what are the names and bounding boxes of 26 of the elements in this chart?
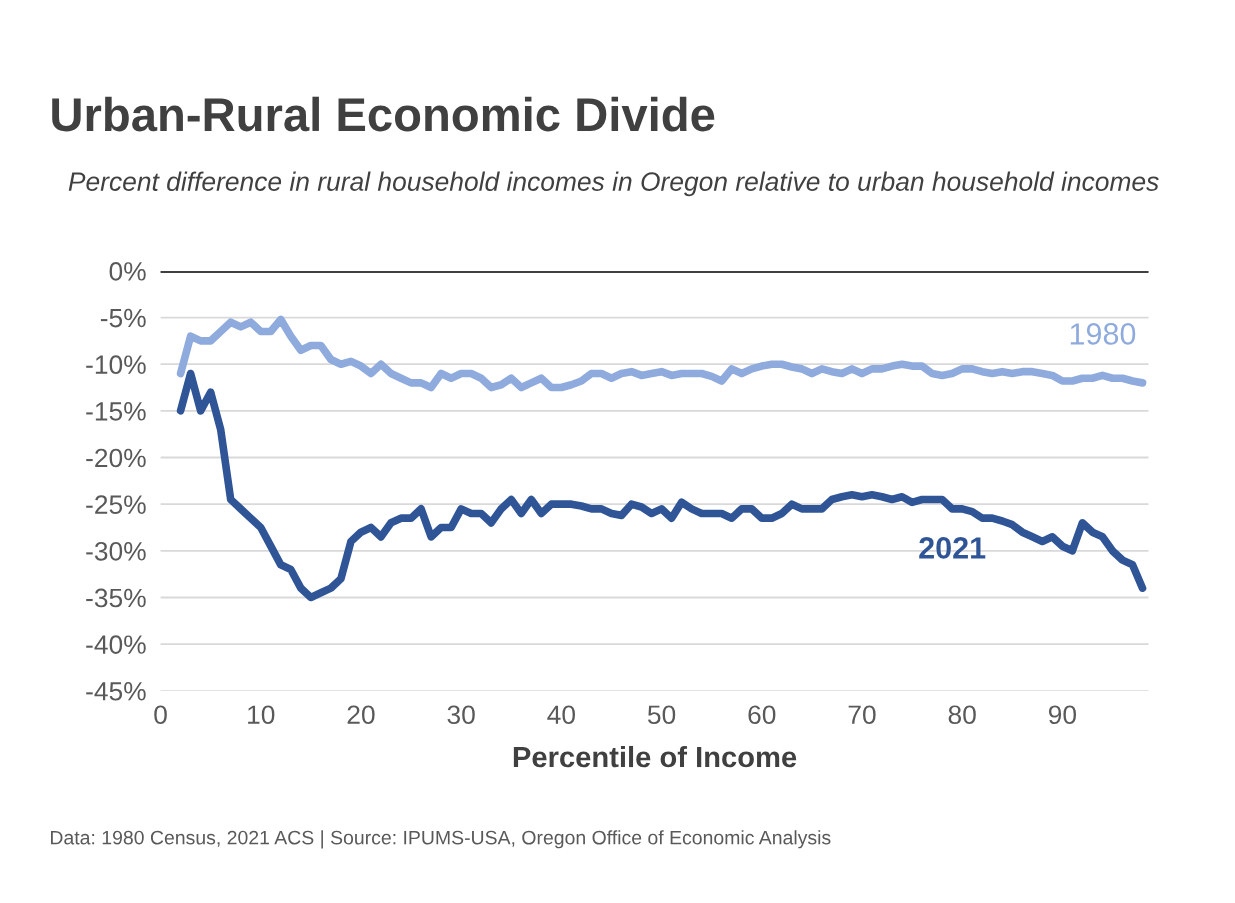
y-tick-label: -40% [86, 635, 146, 654]
y-tick-label: -15% [86, 402, 146, 421]
x-tick-label: 10 [248, 705, 275, 725]
chart-title: Urban-Rural Economic Divide [52, 96, 715, 132]
x-tick-label: 80 [948, 705, 976, 725]
x-tick-label: 60 [748, 705, 776, 725]
x-tick-label: 70 [848, 705, 876, 725]
x-tick-label: 20 [347, 705, 375, 725]
y-tick-label: 0% [109, 262, 146, 281]
x-axis-title: Percentile of Income [513, 745, 797, 768]
y-tick-label: -25% [86, 495, 146, 514]
x-tick-label: 40 [547, 705, 576, 725]
x-tick-label: 90 [1048, 705, 1077, 725]
y-tick-label: -20% [86, 448, 146, 468]
y-tick-label: -35% [86, 588, 146, 608]
text: Data: 1980 Census, 2021 ACS | Source: IPUMS-USA, Oregon Office of Economic Analysis [51, 830, 831, 849]
chart-subtitle: Percent difference in rural household incomes in Oregon relative to urban household incomes [68, 171, 1159, 197]
series-label: 2021 [919, 537, 986, 559]
y-tick-label: -5% [100, 308, 146, 328]
y-tick-label: -10% [86, 355, 146, 375]
x-tick-label: 0 [154, 705, 167, 725]
y-tick-label: -30% [86, 541, 146, 561]
x-tick-label: 30 [447, 705, 475, 725]
y-tick-label: -45% [86, 682, 146, 701]
series-label: 1980 [1070, 323, 1136, 345]
x-tick-label: 50 [647, 705, 676, 725]
